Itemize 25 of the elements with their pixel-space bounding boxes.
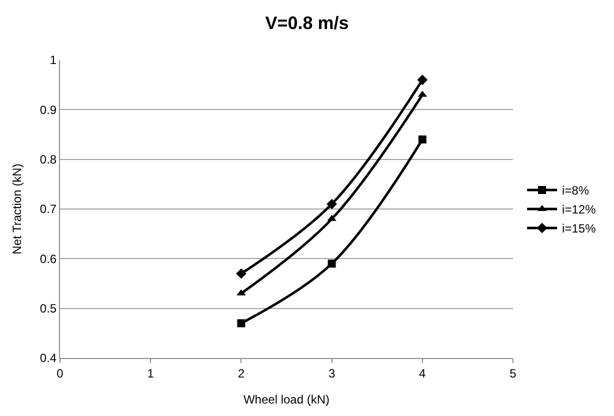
point <box>418 135 426 144</box>
legend-label: i=12% <box>562 202 596 217</box>
point <box>328 260 336 268</box>
point <box>417 74 428 86</box>
y-tick-label: 0.9 <box>40 102 57 117</box>
legend-label: i=8% <box>562 184 590 198</box>
y-tick-label: 0.8 <box>40 152 57 167</box>
chart-title: V=0.8 m/s <box>265 13 349 34</box>
x-tick-label: 0 <box>56 366 64 380</box>
x-tick-label: 5 <box>510 366 517 380</box>
point <box>326 198 337 210</box>
point <box>237 319 246 328</box>
y-tick-label: 0.4 <box>40 351 57 366</box>
point <box>236 268 246 279</box>
x-axis-title: Wheel load (kN) <box>243 392 330 406</box>
legend-label: i=15% <box>562 222 596 236</box>
y-tick-label: 1 <box>50 53 57 68</box>
y-axis-title: Net Traction (kN) <box>10 164 24 254</box>
y-tick-label: 0.6 <box>40 252 57 266</box>
x-tick-label: 2 <box>238 366 245 380</box>
y-tick-label: 0.5 <box>40 302 57 316</box>
x-tick-label: 4 <box>419 366 426 380</box>
x-tick-label: 1 <box>147 366 154 380</box>
x-tick-label: 3 <box>328 366 336 380</box>
y-tick-label: 0.7 <box>40 202 57 216</box>
